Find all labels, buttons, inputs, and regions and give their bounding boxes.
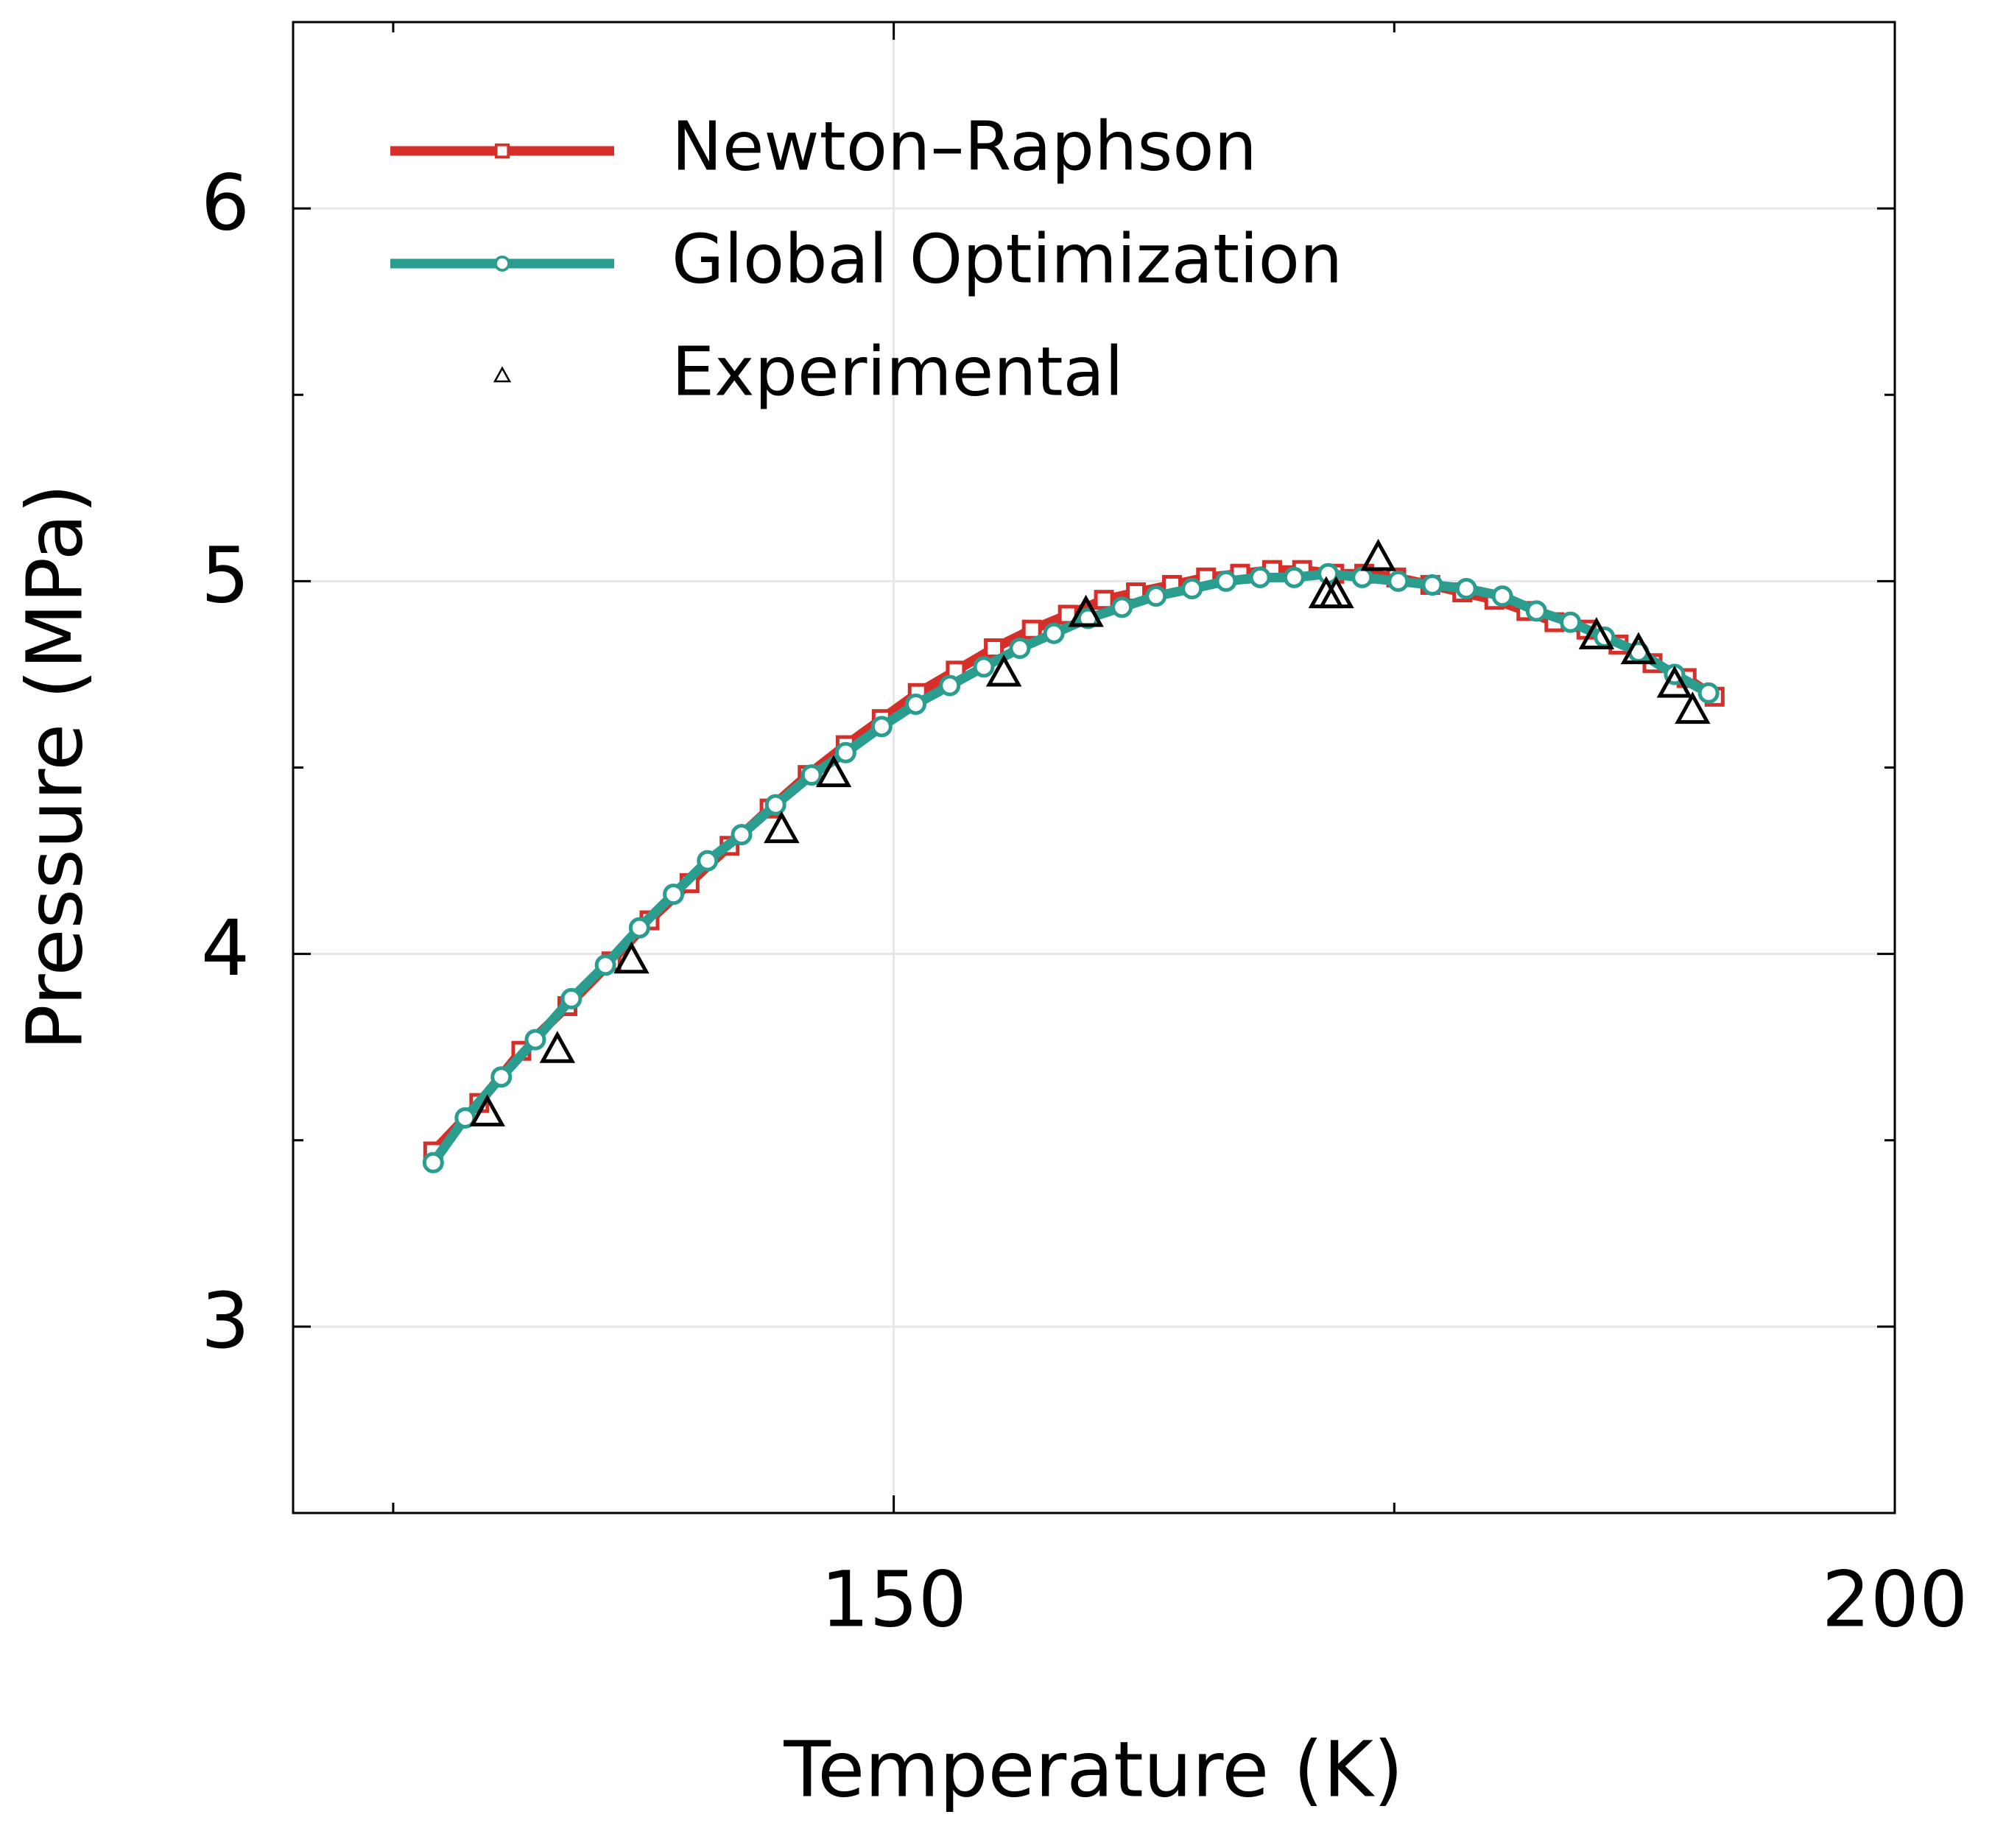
- legend-item: Global Optimization: [390, 219, 1342, 298]
- y-tick-label: 4: [201, 903, 250, 993]
- marker: [939, 674, 961, 696]
- marker: [697, 850, 719, 872]
- marker: [454, 1107, 476, 1129]
- marker: [1455, 578, 1477, 599]
- marker: [834, 741, 856, 763]
- marker: [494, 143, 510, 159]
- marker: [1094, 590, 1114, 610]
- legend-label: Global Optimization: [672, 219, 1342, 298]
- marker: [1318, 576, 1354, 609]
- y-tick-label: 6: [201, 158, 250, 247]
- x-tick-label: 200: [1822, 1554, 1968, 1644]
- marker: [1111, 596, 1133, 618]
- y-tick-label: 3: [201, 1276, 250, 1366]
- marker: [1578, 617, 1615, 649]
- series-line: [429, 568, 1711, 1165]
- marker: [469, 1094, 505, 1126]
- marker: [494, 255, 510, 272]
- marker: [1620, 632, 1657, 665]
- marker: [663, 884, 685, 906]
- marker: [815, 755, 852, 788]
- marker: [490, 1066, 513, 1088]
- marker: [870, 716, 893, 738]
- marker: [1043, 622, 1065, 644]
- series-line: [429, 565, 1717, 1155]
- y-axis-label: Pressure (MPa): [10, 484, 99, 1051]
- marker: [1009, 638, 1031, 659]
- marker: [1656, 665, 1693, 698]
- y-tick-label: 5: [201, 531, 250, 621]
- marker: [985, 654, 1022, 687]
- marker: [1181, 578, 1203, 599]
- marker: [1021, 619, 1042, 640]
- marker: [1675, 691, 1711, 724]
- marker: [1360, 538, 1396, 571]
- marker: [764, 811, 800, 844]
- marker: [1560, 611, 1582, 633]
- marker: [905, 693, 927, 715]
- marker: [1283, 566, 1305, 588]
- legend-item: Experimental: [493, 332, 1124, 411]
- marker: [493, 366, 512, 383]
- marker: [1249, 566, 1271, 588]
- x-tick-label: 150: [820, 1554, 967, 1644]
- marker: [1697, 682, 1720, 704]
- marker: [560, 987, 583, 1009]
- marker: [594, 954, 616, 976]
- marker: [1351, 566, 1373, 588]
- legend-label: Experimental: [672, 332, 1124, 411]
- series: [422, 562, 1720, 1174]
- marker: [764, 794, 786, 816]
- series: [469, 538, 1711, 1126]
- marker: [539, 1031, 576, 1063]
- marker: [800, 764, 823, 786]
- series: [423, 560, 1725, 1162]
- marker: [1145, 585, 1167, 607]
- marker: [422, 1152, 444, 1174]
- marker: [628, 917, 650, 939]
- marker: [1215, 570, 1237, 592]
- marker: [973, 656, 995, 678]
- legend-label: Newton–Raphson: [672, 107, 1257, 186]
- legend-item: Newton–Raphson: [390, 107, 1257, 186]
- marker: [731, 824, 753, 846]
- marker: [1068, 594, 1104, 627]
- marker: [524, 1029, 546, 1051]
- marker: [1525, 600, 1547, 622]
- x-axis-label: Temperature (K): [783, 1724, 1403, 1814]
- marker: [1421, 574, 1443, 596]
- marker: [1387, 570, 1410, 592]
- marker: [613, 941, 650, 974]
- marker: [1491, 585, 1513, 607]
